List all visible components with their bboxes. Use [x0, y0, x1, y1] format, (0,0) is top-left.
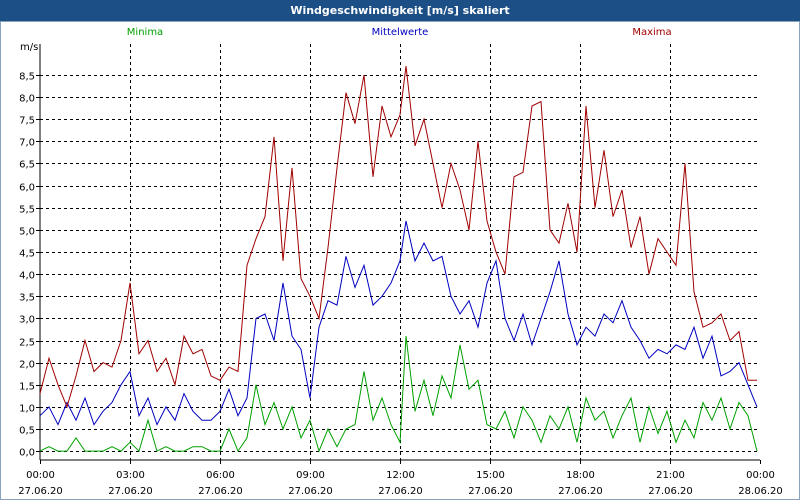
series-line-maxima: [39, 66, 757, 409]
x-tick-date: 27.06.20: [108, 486, 153, 497]
y-tick-labels: 0,0 0,5 1,0 1,5 2,0 2,5 3,0 3,5 4,0 4,5 5,0 5,5 6,0 6…: [19, 72, 40, 459]
y-tick-label: 2,5: [19, 338, 35, 349]
y-tick-label: 8,0: [19, 94, 35, 105]
x-tick-date: 27.06.20: [468, 486, 513, 497]
legend-maxima: Maxima: [632, 27, 671, 38]
legend-minima: Minima: [127, 27, 163, 38]
x-tick-date: 27.06.20: [18, 486, 63, 497]
y-tick-label: 0,0: [19, 448, 35, 459]
x-tick-time: 06:00: [206, 470, 235, 481]
y-tick-label: 4,5: [19, 249, 35, 260]
y-tick-label: 5,0: [19, 227, 35, 238]
series-line-minima: [39, 336, 758, 453]
x-tick-date: 27.06.20: [378, 486, 423, 497]
legend-mittelwerte: Mittelwerte: [372, 27, 429, 38]
y-tick-label: 1,0: [19, 404, 35, 415]
y-tick-label: 3,5: [19, 293, 35, 304]
x-tick-date: 27.06.20: [648, 486, 693, 497]
series-line-mittelwerte: [39, 220, 758, 426]
x-tick-time: 21:00: [656, 470, 685, 481]
series-lines: [39, 66, 758, 453]
y-tick-label: 7,0: [19, 138, 35, 149]
x-tick-date: 28.06.20: [738, 486, 783, 497]
x-tick-date: 27.06.20: [198, 486, 243, 497]
y-tick-label: 0,5: [19, 426, 35, 437]
y-tick-label: 7,5: [19, 116, 35, 127]
chart-title: Windgeschwindigkeit [m/s] skaliert: [0, 0, 800, 21]
x-tick-date: 27.06.20: [288, 486, 333, 497]
x-tick-time: 09:00: [296, 470, 325, 481]
legend: Minima Mittelwerte Maxima: [127, 27, 672, 38]
y-tick-label: 5,5: [19, 205, 35, 216]
y-tick-label: 6,5: [19, 160, 35, 171]
x-tick-time: 00:00: [746, 470, 775, 481]
y-tick-label: 1,5: [19, 382, 35, 393]
x-tick-date: 27.06.20: [558, 486, 603, 497]
y-axis-label: m/s: [20, 42, 38, 53]
y-tick-label: 4,0: [19, 271, 35, 282]
y-tick-label: 3,0: [19, 315, 35, 326]
x-tick-labels: 00:00 27.06.20 03:00 27.06.20 06:00 27.06.20 0…: [18, 460, 783, 497]
y-tick-label: 2,0: [19, 360, 35, 371]
y-tick-label: 8,5: [19, 72, 35, 83]
x-tick-time: 00:00: [26, 470, 55, 481]
x-tick-time: 15:00: [476, 470, 505, 481]
y-tick-label: 6,0: [19, 183, 35, 194]
x-tick-time: 12:00: [386, 470, 415, 481]
x-tick-time: 18:00: [566, 470, 595, 481]
x-tick-time: 03:00: [116, 470, 145, 481]
